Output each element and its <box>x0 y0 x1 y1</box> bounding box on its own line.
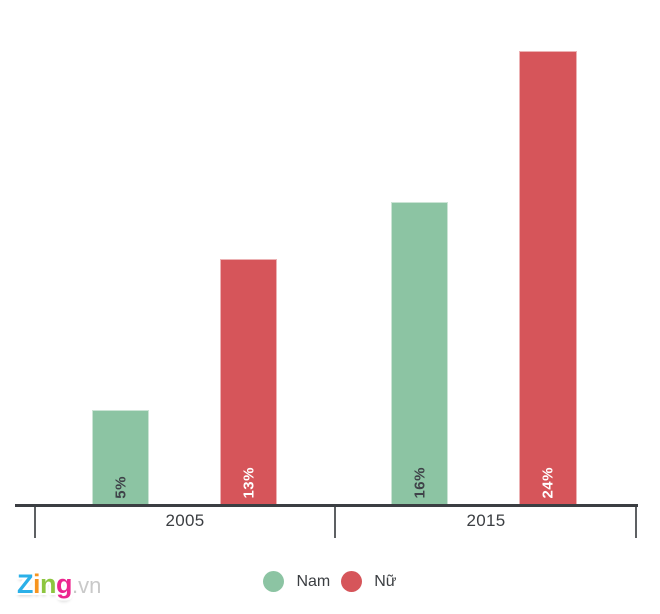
logo-letter-n: n <box>40 569 57 599</box>
logo-letter-z: Z <box>17 569 34 599</box>
bar-value-label: 24% <box>539 467 557 499</box>
bar-value-label: 13% <box>240 467 257 499</box>
logo-letter-i: i <box>33 569 41 599</box>
x-axis-line <box>15 504 638 507</box>
legend-item-nam[interactable]: Nam <box>263 571 330 592</box>
bar-nu-2015: 24% <box>519 51 577 505</box>
logo-suffix: .vn <box>72 573 102 598</box>
bar-nam-2005: 5% <box>92 410 149 505</box>
legend-label-nu: Nữ <box>374 572 397 590</box>
legend-item-nu[interactable]: Nữ <box>341 571 397 592</box>
x-axis-label-2005: 2005 <box>165 511 205 530</box>
logo-letter-g: g <box>56 569 73 599</box>
legend-label-nam: Nam <box>296 572 331 590</box>
bar-value-label: 16% <box>411 467 428 499</box>
legend: Nam Nữ <box>0 571 660 592</box>
bar-nu-2005: 13% <box>220 259 277 505</box>
x-axis-tick <box>34 507 36 538</box>
plot-area: 5% 13% 16% 24% <box>92 51 577 505</box>
x-axis-label-2015: 2015 <box>466 511 506 530</box>
legend-marker-nam <box>263 571 285 592</box>
bar-nam-2015: 16% <box>391 202 448 505</box>
x-axis-tick <box>334 507 336 538</box>
zing-logo-word: Zing <box>17 569 73 599</box>
zing-logo[interactable]: Zing.vn <box>17 569 101 600</box>
legend-marker-nu <box>341 571 363 592</box>
x-axis-tick <box>635 507 637 538</box>
bar-value-label: 5% <box>112 476 129 499</box>
